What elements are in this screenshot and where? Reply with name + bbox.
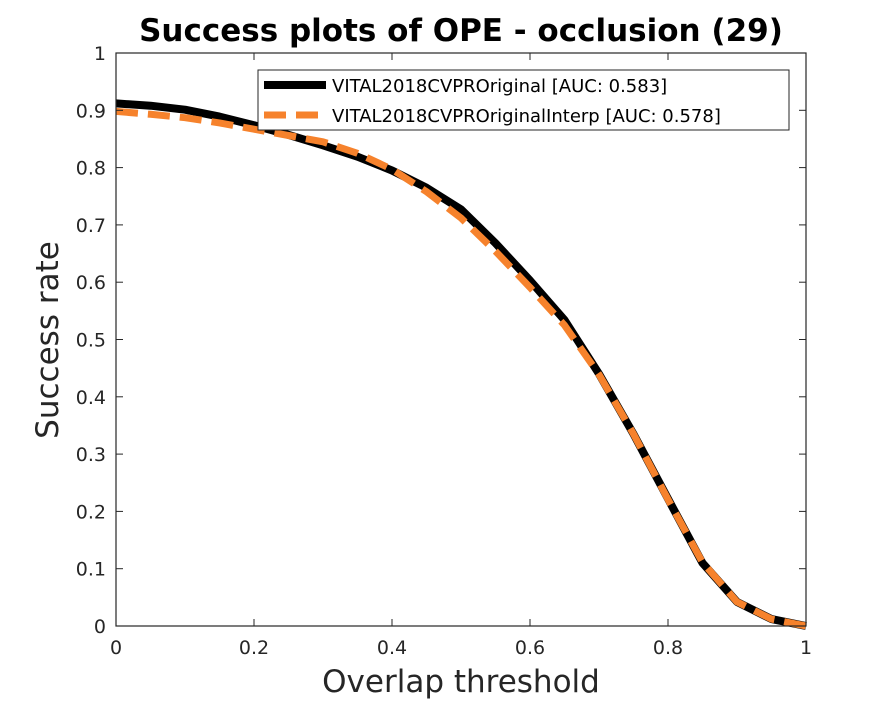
y-tick-label: 0.5 [76,330,106,352]
y-tick-label: 0.1 [76,559,106,581]
ticks-layer: 0 0.2 0.4 0.6 0.8 1 0 0.1 0.2 0.3 0.4 0.5 0.6 0.7 0.8 0… [76,43,812,659]
y-tick-label: 1 [94,43,106,65]
x-tick-label: 0.6 [515,637,545,659]
x-tick-label: 1 [800,637,812,659]
y-tick-label: 0.8 [76,158,106,180]
y-tick-label: 0.7 [76,215,106,237]
y-tick-label: 0 [94,616,106,638]
legend-label-1: VITAL2018CVPROriginal [AUC: 0.583] [332,76,667,97]
chart-title: Success plots of OPE - occlusion (29) [139,13,783,49]
x-tick-label: 0.4 [377,637,407,659]
y-axis-label: Success rate [30,241,66,439]
legend-label-2: VITAL2018CVPROriginalInterp [AUC: 0.578] [332,106,721,127]
y-tick-label: 0.6 [76,272,106,294]
x-tick-label: 0.8 [653,637,683,659]
series-line-2 [115,107,807,630]
series-layer [115,99,807,630]
x-tick-label: 0.2 [239,637,269,659]
legend-box [257,69,790,131]
y-tick-label: 0.2 [76,501,106,523]
legend: VITAL2018CVPROriginal [AUC: 0.583] VITAL2… [257,69,790,131]
x-axis-label: Overlap threshold [322,664,600,700]
y-tick-label: 0.9 [76,100,106,122]
y-tick-label: 0.3 [76,444,106,466]
y-tick-label: 0.4 [76,387,106,409]
x-tick-label: 0 [110,637,122,659]
plot-area [116,53,806,626]
